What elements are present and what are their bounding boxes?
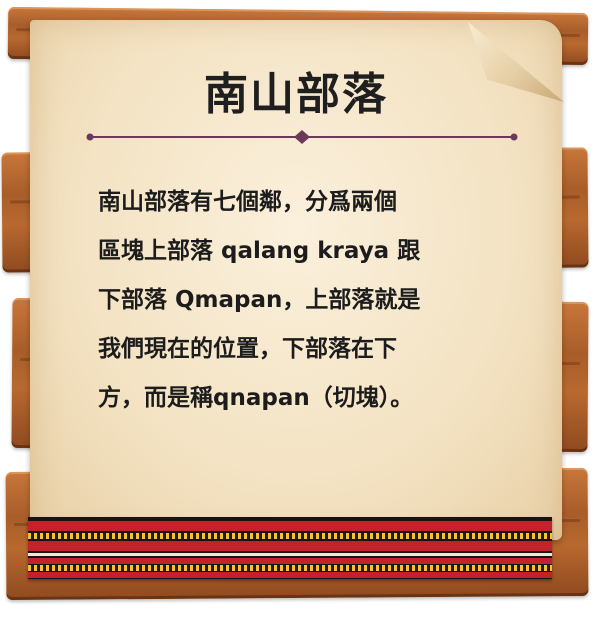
parchment-paper <box>30 20 562 540</box>
description-line: 下部落 Qmapan，上部落就是 <box>98 287 421 313</box>
woven-pattern-band <box>28 517 552 579</box>
description-line: 方，而是稱qnapan（切塊）。 <box>98 385 414 411</box>
description-line: 我們現在的位置，下部落在下 <box>98 336 397 362</box>
ornament-divider <box>86 128 518 146</box>
description-line: 區塊上部落 qalang kraya 跟 <box>98 238 421 264</box>
page-title: 南山部落 <box>204 69 388 120</box>
description-text: 南山部落有七個鄰，分爲兩個 區塊上部落 qalang kraya 跟 下部落 Q… <box>98 178 518 423</box>
description-line: 南山部落有七個鄰，分爲兩個 <box>98 189 397 215</box>
